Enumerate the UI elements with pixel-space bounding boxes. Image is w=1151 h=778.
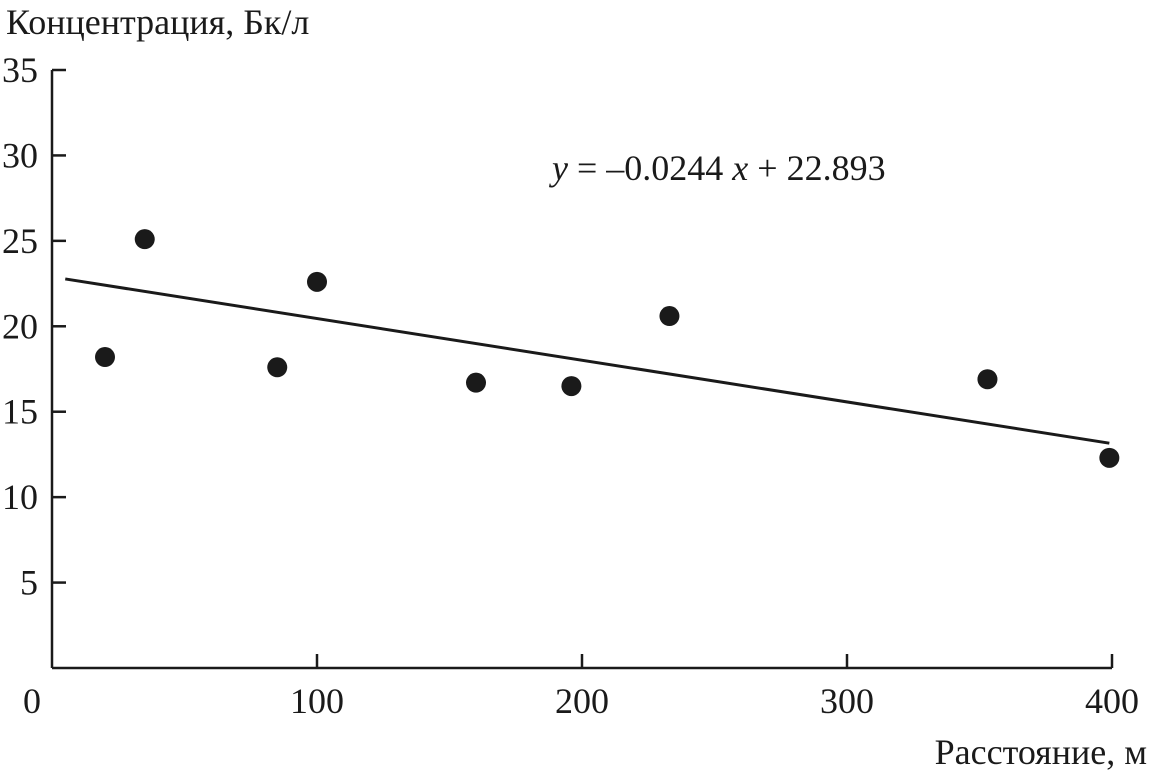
y-tick-label: 30: [2, 135, 38, 175]
y-tick-label: 20: [2, 306, 38, 346]
data-point-7: [659, 306, 680, 327]
x-tick-label: 200: [555, 681, 609, 721]
data-point-8: [977, 369, 998, 390]
equation-y-var: y: [549, 148, 568, 188]
y-tick-label: 15: [2, 392, 38, 432]
x-ticks: 0 100 200 300 400: [23, 654, 1139, 721]
y-ticks: 5 10 15 20 25 30 35: [2, 50, 66, 603]
x-tick-label: 0: [23, 681, 41, 721]
data-point-2: [134, 229, 155, 250]
y-tick-label: 5: [20, 563, 38, 603]
y-tick-label: 35: [2, 50, 38, 90]
data-point-5: [466, 372, 486, 393]
trend-line: [65, 277, 1110, 445]
regression-equation: y = –0.0244 x + 22.893: [549, 148, 886, 188]
data-point-3: [267, 357, 288, 378]
x-tick-label: 300: [820, 681, 874, 721]
x-axis-label: Расстояние, м: [935, 732, 1147, 772]
y-tick-label: 10: [2, 477, 38, 517]
y-axis-label: Концентрация, Бк/л: [6, 2, 309, 42]
x-tick-label: 100: [290, 681, 344, 721]
y-tick-label: 25: [2, 221, 38, 261]
data-point-6: [561, 376, 582, 397]
data-point-4: [307, 271, 327, 292]
x-tick-label: 400: [1085, 681, 1139, 721]
equation-x-var: x: [731, 148, 748, 188]
equation-tail: + 22.893: [757, 148, 885, 188]
data-points: [95, 229, 1120, 468]
data-point-9: [1099, 447, 1120, 468]
equation-middle: = –0.0244: [577, 148, 723, 188]
data-point-1: [95, 347, 115, 368]
